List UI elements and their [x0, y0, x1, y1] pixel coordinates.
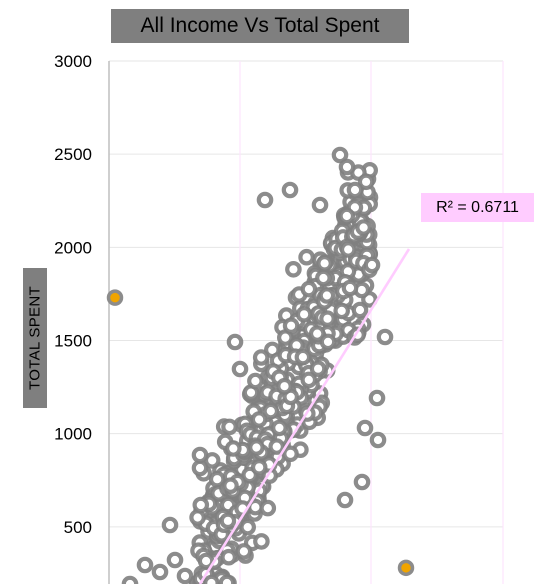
data-point [250, 458, 268, 476]
data-point [121, 575, 139, 584]
data-point [191, 446, 209, 464]
data-point [256, 191, 274, 209]
data-point [295, 305, 313, 323]
data-point [203, 574, 220, 584]
data-point [176, 567, 194, 584]
y-axis-title-text: TOTAL SPENT [26, 286, 44, 390]
y-tick-label: 1000 [54, 425, 92, 444]
data-point [239, 518, 256, 536]
outlier-point [397, 559, 415, 577]
data-point [300, 371, 318, 389]
y-tick-label: 2000 [54, 238, 92, 257]
data-point [225, 440, 242, 457]
data-point [262, 402, 280, 420]
r-squared-text: R² = 0.6711 [436, 198, 519, 216]
chart-title-text: All Income Vs Total Spent [140, 14, 380, 37]
data-point [319, 333, 337, 351]
data-point [369, 431, 387, 449]
data-point [331, 146, 349, 164]
data-point [298, 248, 315, 266]
y-axis-title: TOTAL SPENT [23, 268, 47, 408]
y-tick-label: 1500 [54, 332, 92, 351]
data-point [333, 302, 350, 320]
data-point [268, 438, 285, 455]
data-point [221, 418, 238, 436]
data-point [356, 419, 374, 437]
data-point [318, 287, 336, 304]
data-point [319, 310, 336, 327]
data-point [316, 254, 333, 272]
chart-title: All Income Vs Total Spent [111, 9, 409, 43]
data-point [218, 574, 236, 584]
data-point [311, 196, 329, 214]
data-point [226, 333, 244, 351]
data-point [309, 360, 327, 377]
data-point [136, 556, 154, 574]
data-point [341, 279, 359, 297]
data-point [259, 499, 277, 517]
data-point [315, 269, 332, 287]
data-point [368, 389, 386, 407]
data-point [285, 260, 302, 278]
trendline [198, 248, 411, 584]
data-point [351, 301, 369, 319]
data-point [276, 377, 293, 395]
data-point [353, 473, 371, 491]
data-point [252, 349, 270, 366]
data-point [197, 552, 215, 570]
data-point [248, 439, 265, 456]
data-point [161, 516, 179, 534]
data-point [338, 158, 356, 176]
data-point [271, 419, 288, 437]
data-point [338, 207, 356, 225]
data-point [376, 328, 394, 346]
data-point [191, 459, 209, 477]
data-point [281, 181, 299, 199]
outlier-point [106, 289, 124, 306]
y-tick-label: 3000 [54, 52, 92, 71]
data-point [235, 543, 253, 560]
data-point [357, 173, 375, 191]
data-point [220, 548, 237, 566]
data-point [282, 317, 300, 334]
data-point [151, 563, 169, 581]
data-point [294, 348, 312, 366]
y-tick-label: 2500 [54, 145, 92, 164]
data-point [231, 360, 249, 378]
data-point [308, 325, 326, 342]
data-point [250, 411, 268, 428]
r-squared-label: R² = 0.6711 [421, 193, 534, 222]
data-point [300, 280, 318, 298]
data-point [355, 219, 372, 236]
data-point [219, 512, 237, 530]
data-point [282, 445, 299, 463]
y-tick-label: 500 [64, 518, 92, 537]
data-point [253, 533, 270, 550]
data-point [336, 491, 354, 509]
data-point [222, 477, 239, 494]
data-point [192, 496, 210, 514]
data-point [339, 241, 357, 258]
data-point [166, 551, 184, 569]
data-point [346, 181, 364, 199]
data-point [247, 372, 264, 390]
data-point [363, 256, 381, 274]
